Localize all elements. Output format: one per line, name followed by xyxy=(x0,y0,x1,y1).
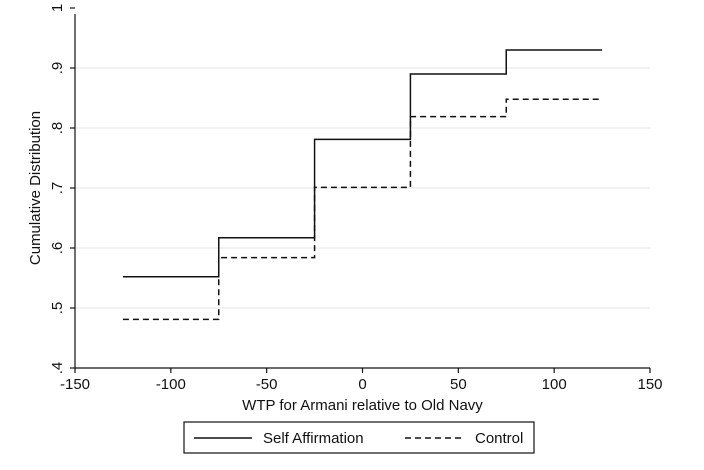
series-line-self-affirmation xyxy=(122,49,603,278)
legend: Self Affirmation Control xyxy=(183,421,535,454)
y-tick-label: .7 xyxy=(49,182,66,195)
x-tick-label: -100 xyxy=(156,376,186,393)
series-group xyxy=(122,49,603,321)
x-axis-label: WTP for Armani relative to Old Navy xyxy=(242,397,483,414)
y-tick-label: .8 xyxy=(49,122,66,135)
axes: .4 .5 .6 .7 .8 .9 1 -150 -100 -50 0 50 100 150 xyxy=(49,4,663,393)
x-tick-label: 0 xyxy=(358,376,366,393)
series-line-control xyxy=(122,98,603,321)
y-tick-label: 1 xyxy=(49,4,66,12)
y-tick-label: .6 xyxy=(49,242,66,255)
legend-label: Self Affirmation xyxy=(263,430,364,447)
x-tick-label: 50 xyxy=(450,376,467,393)
x-tick-label: -50 xyxy=(256,376,278,393)
y-tick-label: .5 xyxy=(49,302,66,315)
x-tick-label: 150 xyxy=(637,376,662,393)
y-tick-label: .9 xyxy=(49,62,66,75)
x-tick-label: 100 xyxy=(542,376,567,393)
y-tick-label: .4 xyxy=(49,362,66,375)
x-tick-label: -150 xyxy=(60,376,90,393)
legend-label: Control xyxy=(475,430,523,447)
y-axis-label: Cumulative Distribution xyxy=(27,111,44,265)
